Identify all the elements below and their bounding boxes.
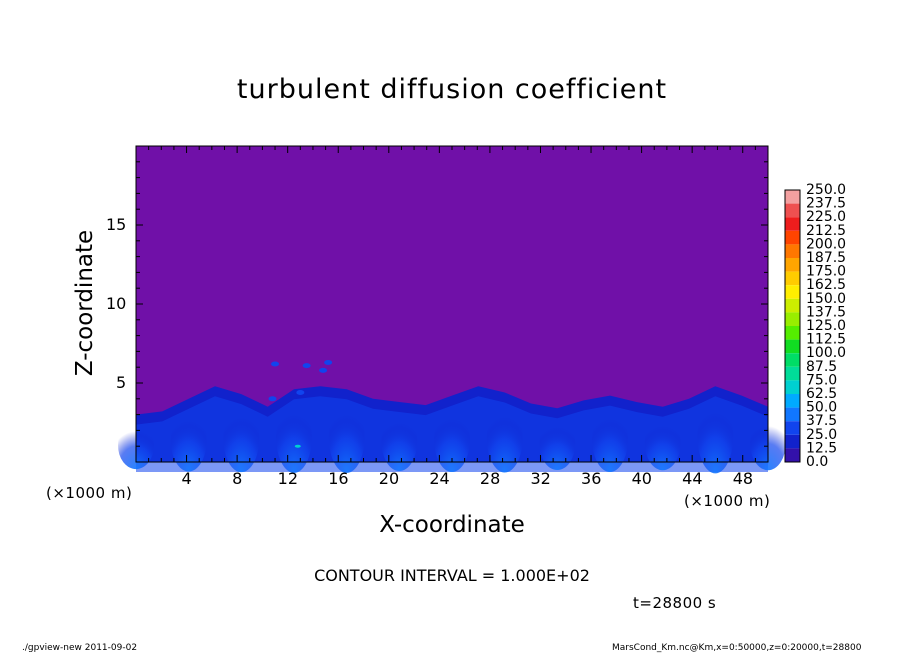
colorbar-bin [785, 230, 800, 245]
plume [434, 405, 470, 472]
colorbar-label: 125.0 [806, 318, 846, 334]
cloud-blob [324, 359, 333, 365]
colorbar-bin [785, 190, 800, 204]
colorbar-bin [785, 312, 800, 326]
cloud-blob [319, 367, 328, 373]
colorbar-bin [785, 434, 800, 449]
colorbar-bin [785, 448, 800, 462]
x-tick-label: 16 [328, 469, 349, 488]
x-tick-label: 12 [277, 469, 299, 488]
plume [381, 410, 418, 472]
colorbar-bin [785, 353, 800, 367]
y-tick-label: 15 [106, 215, 127, 234]
colorbar-bin [785, 244, 800, 258]
x-tick-label: 8 [232, 469, 243, 488]
colorbar-label: 175.0 [806, 264, 846, 280]
y-tick-label: 10 [106, 294, 127, 313]
x-tick-label: 48 [732, 469, 754, 488]
colorbar-bin [785, 407, 800, 422]
x-tick-label: 40 [631, 469, 652, 488]
colorbar-label: 200.0 [806, 236, 846, 252]
colorbar-label: 112.5 [806, 332, 846, 348]
plume [539, 416, 576, 471]
colorbar-bin [785, 258, 800, 272]
x-unit-right: (×1000 m) [684, 492, 771, 510]
colorbar-bin [785, 366, 800, 381]
colorbar-bin [785, 271, 800, 286]
colorbar-bin [785, 380, 800, 394]
cloud-blob [268, 396, 277, 402]
colorbar-label: 25.0 [806, 427, 837, 443]
plume [223, 404, 260, 473]
footer-left: ./gpview-new 2011-09-02 [22, 643, 138, 653]
y-tick-label: 5 [116, 373, 127, 392]
plume [592, 405, 628, 472]
y-axis-label: Z-coordinate [72, 229, 98, 377]
colorbar-label: 100.0 [806, 345, 846, 361]
time-label: t=28800 s [633, 594, 717, 612]
x-tick-label: 4 [181, 469, 192, 488]
colorbar-label: 50.0 [806, 400, 837, 416]
x-tick-label: 24 [429, 469, 450, 488]
colorbar-bin [785, 285, 800, 299]
colorbar-label: 250.0 [806, 182, 846, 198]
plume [697, 397, 734, 474]
colorbar-frame [784, 189, 801, 463]
colorbar-bin [785, 394, 800, 408]
hotspot [294, 444, 301, 448]
colorbar-label: 137.5 [806, 304, 846, 320]
cloud-blob [271, 361, 280, 367]
colorbar-bin [785, 421, 800, 435]
colorbar-bin [785, 203, 800, 218]
cloud-blob [296, 389, 305, 395]
colorbar-label: 187.5 [806, 250, 846, 266]
plume [170, 408, 207, 472]
contour-interval-label: CONTOUR INTERVAL = 1.000E+02 [314, 566, 590, 585]
x-axis-label: X-coordinate [379, 512, 525, 538]
colorbar-label: 62.5 [806, 386, 837, 402]
colorbar-label: 75.0 [806, 372, 837, 388]
colorbar-label: 212.5 [806, 223, 846, 239]
x-tick-label: 28 [479, 469, 501, 488]
cloud-blob [302, 363, 311, 369]
colorbar-label: 225.0 [806, 209, 846, 225]
plume [328, 400, 365, 473]
colorbar-bin [785, 217, 800, 231]
colorbar-bin [785, 326, 800, 340]
colorbar-label: 87.5 [806, 359, 837, 375]
x-unit-left: (×1000 m) [46, 484, 133, 502]
plume [486, 402, 523, 473]
colorbar-label: 162.5 [806, 277, 846, 293]
plume [276, 400, 312, 473]
x-tick-label: 44 [682, 469, 703, 488]
chart-title: turbulent diffusion coefficient [236, 74, 668, 105]
colorbar-label: 150.0 [806, 291, 846, 307]
x-tick-label: 36 [581, 469, 602, 488]
x-tick-label: 20 [378, 469, 400, 488]
colorbar-bin [785, 298, 800, 313]
footer-right: MarsCond_Km.nc@Km,x=0:50000,z=0:20000,t=… [612, 643, 862, 653]
x-tick-label: 32 [530, 469, 551, 488]
colorbar-label: 37.5 [806, 413, 837, 429]
plume [644, 414, 681, 471]
colorbar-label: 237.5 [806, 196, 846, 212]
colorbar-label: 0.0 [806, 454, 828, 470]
colorbar-bin [785, 339, 800, 354]
colorbar-label: 12.5 [806, 440, 837, 456]
